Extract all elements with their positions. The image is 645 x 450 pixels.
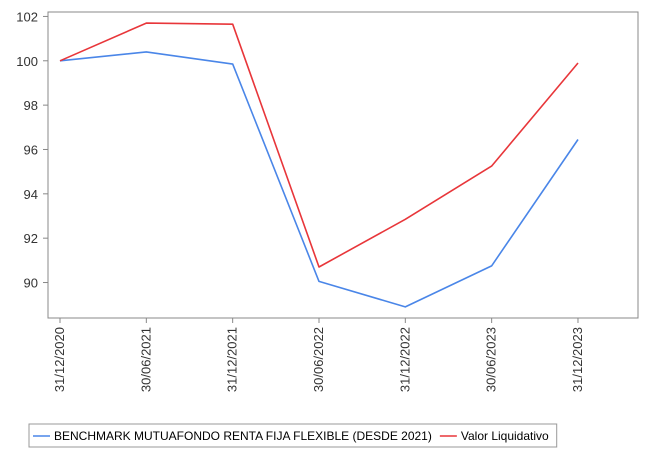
y-tick-label: 102 xyxy=(16,9,38,24)
legend: BENCHMARK MUTUAFONDO RENTA FIJA FLEXIBLE… xyxy=(28,423,558,448)
legend-label-1: BENCHMARK MUTUAFONDO RENTA FIJA FLEXIBLE… xyxy=(54,429,432,443)
x-tick-label: 31/12/2020 xyxy=(52,327,67,392)
x-tick-label: 31/12/2022 xyxy=(397,327,412,392)
y-tick-label: 98 xyxy=(24,98,38,113)
series-line-2 xyxy=(59,22,579,268)
y-tick-label: 92 xyxy=(24,231,38,246)
series-line-1 xyxy=(59,51,579,308)
x-axis-ticks: 31/12/2020 30/06/2021 31/12/2021 30/06/2022… xyxy=(52,318,585,392)
y-axis-ticks: 90 92 94 96 98 100 102 xyxy=(16,9,48,291)
y-tick-label: 94 xyxy=(24,187,38,202)
x-tick-label: 30/06/2023 xyxy=(484,327,499,392)
legend-label-2: Valor Liquidativo xyxy=(461,429,549,443)
y-tick-label: 96 xyxy=(24,142,38,157)
y-tick-label: 90 xyxy=(24,276,38,291)
x-tick-label: 31/12/2021 xyxy=(225,327,240,392)
plot-area xyxy=(47,11,639,319)
x-tick-label: 30/06/2022 xyxy=(311,327,326,392)
y-tick-label: 100 xyxy=(16,54,38,69)
series-lines xyxy=(59,22,579,308)
legend-box xyxy=(28,423,558,448)
x-tick-label: 31/12/2023 xyxy=(570,327,585,392)
x-tick-label: 30/06/2021 xyxy=(138,327,153,392)
